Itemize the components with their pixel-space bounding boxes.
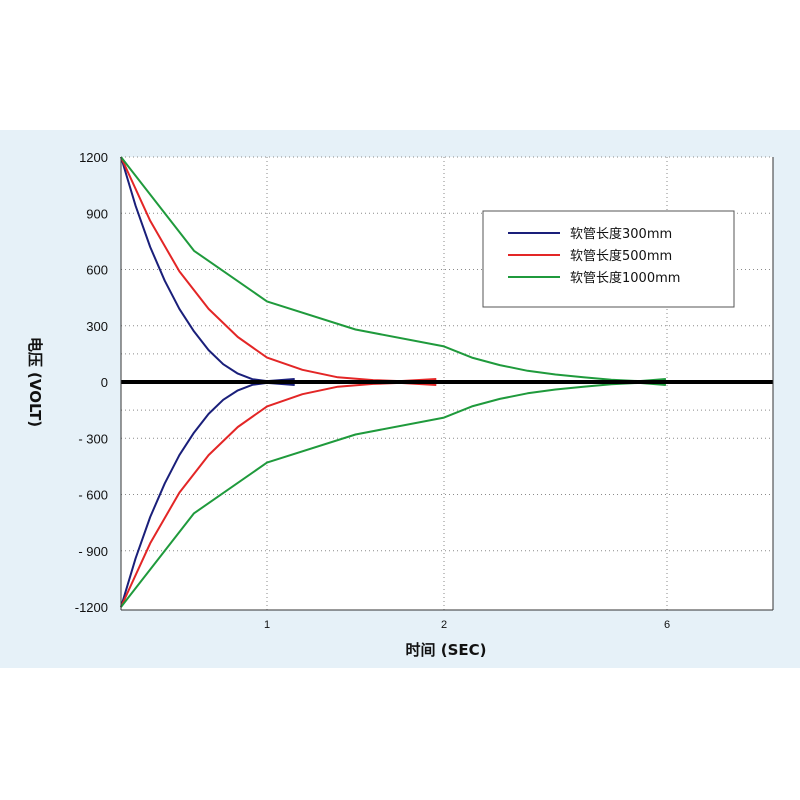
gridlines [121, 156, 773, 610]
legend-label: 软管长度1000mm [570, 270, 680, 286]
chart-panel: 1200 900 600 300 0 - 300 - 600 - 900 -1200 1 2 6 时… [0, 130, 800, 668]
y-tick-label: 1200 [79, 150, 108, 165]
series-line-lower [120, 381, 295, 608]
x-axis-title: 时间 (SEC) [406, 641, 487, 659]
y-tick-label: 600 [86, 263, 108, 278]
y-axis-title: 电压 (VOLT) [26, 337, 44, 427]
legend-label: 软管长度300mm [570, 226, 672, 242]
y-tick-label: - 900 [78, 544, 108, 559]
chart-svg: 1200 900 600 300 0 - 300 - 600 - 900 -1200 1 2 6 时… [26, 150, 774, 659]
x-tick-labels: 1 2 6 [264, 619, 670, 631]
y-tick-label: 300 [86, 319, 108, 334]
y-tick-label: 900 [86, 206, 108, 221]
series-line-upper [120, 156, 295, 383]
x-tick-label: 6 [664, 619, 670, 631]
series-line-lower [120, 381, 666, 608]
y-tick-label: - 600 [78, 488, 108, 503]
x-tick-label: 1 [264, 619, 270, 631]
y-tick-label: -1200 [75, 600, 108, 615]
y-tick-label: - 300 [78, 431, 108, 446]
y-tick-labels: 1200 900 600 300 0 - 300 - 600 - 900 -1200 [75, 150, 108, 615]
legend-label: 软管长度500mm [570, 248, 672, 264]
x-tick-label: 2 [441, 619, 447, 631]
y-tick-label: 0 [101, 375, 108, 390]
legend-box [482, 210, 735, 308]
legend: 软管长度300mm 软管长度500mm 软管长度1000mm [482, 210, 735, 308]
series-line-upper [120, 156, 666, 383]
